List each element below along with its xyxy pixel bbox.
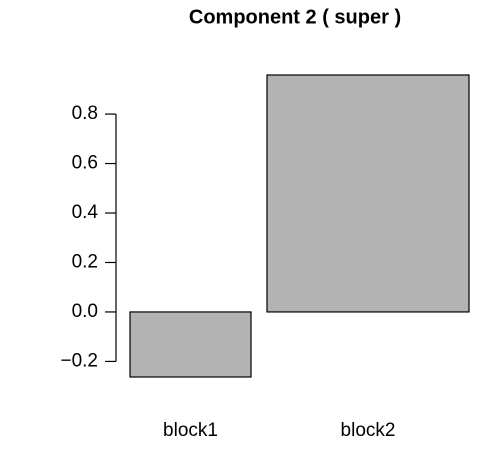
y-tick-label: 0.6 (72, 153, 98, 174)
bar (266, 74, 470, 313)
y-tick-label: −0.2 (60, 350, 98, 371)
y-tick-label: 0.2 (72, 251, 98, 272)
x-tick-label: block2 (341, 420, 396, 441)
x-tick-label: block1 (163, 420, 218, 441)
y-tick-label: 0.4 (72, 202, 99, 223)
y-tick-label: 0.0 (72, 301, 98, 322)
y-tick-label: 0.8 (72, 103, 98, 124)
chart-title: Component 2 ( super ) (189, 6, 401, 28)
bar (129, 311, 252, 378)
